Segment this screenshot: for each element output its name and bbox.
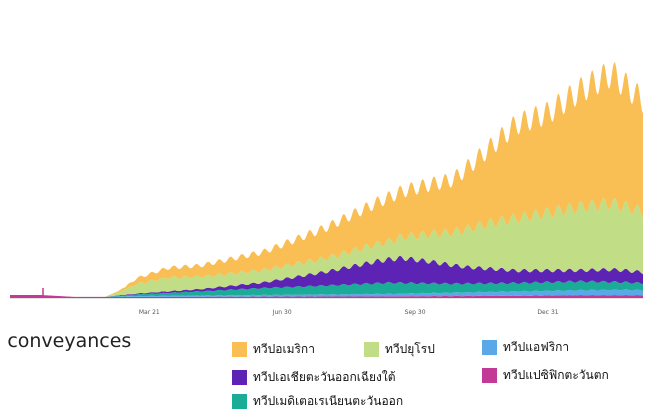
legend-swatch (482, 368, 497, 383)
legend-swatch (482, 340, 497, 355)
legend-swatch (364, 342, 379, 357)
x-tick-label: Mar 21 (139, 309, 160, 316)
x-tick-label: Dec 31 (537, 309, 558, 316)
legend-item: ทวีปแอฟริกา (482, 338, 569, 357)
legend-swatch (232, 342, 247, 357)
chart-caption: l conveyances (0, 330, 132, 352)
x-tick-label: Jun 30 (272, 309, 292, 316)
x-axis-ticks: Mar 21 Jun 30 Sep 30 Dec 31 (139, 309, 559, 316)
area-series-western_pacific (10, 295, 643, 298)
legend-item: ทวีปเอเชียตะวันออกเฉียงใต้ (232, 368, 396, 387)
legend-label: ทวีปแปซิฟิกตะวันตก (503, 368, 609, 382)
area-series-eastern_mediterranean (10, 280, 643, 297)
area-series-europe (10, 198, 643, 297)
stacked-area-layer (10, 62, 643, 299)
area-series-americas (10, 62, 643, 297)
legend-swatch (232, 370, 247, 385)
legend-label: ทวีปแอฟริกา (503, 340, 570, 354)
legend-item: ทวีปอเมริกา (232, 340, 315, 359)
legend-item: ทวีปยุโรป (364, 340, 435, 359)
area-series-south_east_asia (10, 255, 643, 297)
legend-item: ทวีปเมดิเตอเรเนียนตะวันออก (232, 392, 403, 411)
legend-label: ทวีปอเมริกา (253, 342, 315, 356)
legend: ทวีปอเมริกา ทวีปยุโรป ทวีปแอฟริกาทวีปเอเชี… (232, 338, 657, 410)
legend-label: ทวีปเอเชียตะวันออกเฉียงใต้ (253, 370, 396, 384)
area-series-africa (10, 289, 643, 297)
legend-label: ทวีปเมดิเตอเรเนียนตะวันออก (253, 394, 404, 408)
chart: Mar 21 Jun 30 Sep 30 Dec 31 (10, 62, 643, 316)
legend-label: ทวีปยุโรป (385, 342, 435, 356)
legend-item: ทวีปแปซิฟิกตะวันตก (482, 366, 609, 385)
legend-swatch (232, 394, 247, 409)
x-tick-label: Sep 30 (405, 309, 426, 316)
